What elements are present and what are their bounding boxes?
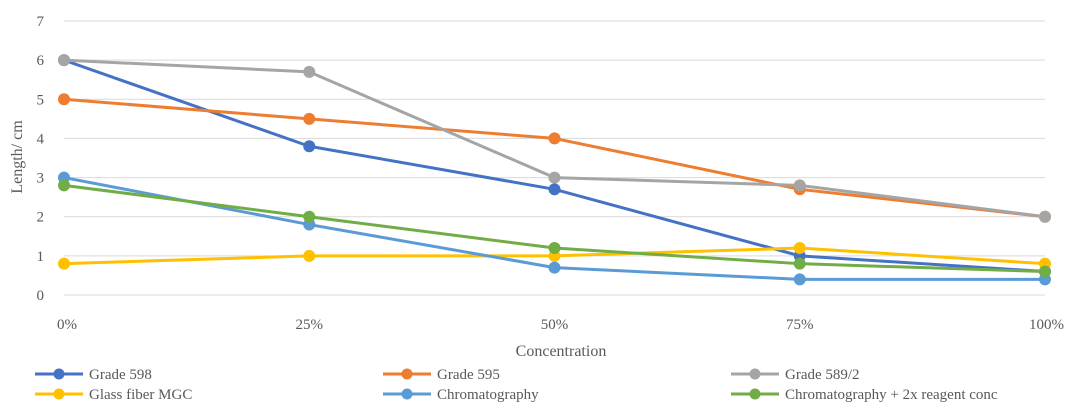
x-tick-label: 75% — [786, 317, 814, 333]
series-points — [58, 54, 1051, 286]
x-tick-label: 0% — [57, 317, 77, 333]
legend-label: Grade 598 — [89, 367, 152, 383]
data-point — [58, 93, 70, 106]
legend-marker — [749, 388, 761, 400]
legend-item: Grade 598 — [35, 367, 152, 383]
legend-marker — [401, 368, 413, 380]
y-tick-label: 5 — [37, 92, 45, 108]
legend-label: Grade 595 — [437, 367, 500, 383]
data-point — [793, 242, 806, 255]
data-point — [58, 179, 70, 192]
y-tick-label: 1 — [37, 249, 45, 265]
legend-marker — [401, 388, 413, 400]
data-point — [58, 54, 70, 67]
legend-marker — [53, 368, 65, 380]
x-tick-label: 50% — [541, 317, 569, 333]
y-tick-label: 2 — [37, 210, 45, 226]
y-tick-label: 0 — [37, 288, 45, 304]
y-tick-label: 6 — [37, 53, 45, 69]
data-point — [548, 242, 561, 255]
data-point — [303, 210, 316, 223]
legend-label: Grade 589/2 — [785, 367, 860, 383]
legend-item: Glass fiber MGC — [35, 387, 192, 403]
series-line — [63, 58, 1046, 274]
legend-label: Chromatography + 2x reagent conc — [785, 387, 998, 403]
data-point — [1039, 210, 1051, 223]
legend-marker — [53, 388, 65, 400]
data-point — [548, 171, 561, 184]
y-tick-label: 7 — [37, 14, 45, 30]
data-point — [548, 261, 561, 274]
data-point — [58, 257, 70, 270]
data-point — [793, 179, 806, 192]
data-point — [303, 65, 316, 78]
data-point — [548, 183, 561, 196]
x-axis-title: Concentration — [516, 343, 607, 360]
data-point — [793, 257, 806, 270]
y-tick-label: 4 — [37, 131, 45, 147]
data-point — [303, 112, 316, 125]
legend: Grade 598 Grade 595 Grade 589/2 Glass fiber… — [35, 367, 998, 403]
legend-marker — [749, 368, 761, 380]
legend-label: Glass fiber MGC — [89, 387, 192, 403]
y-axis-ticks: 0 1 2 3 4 5 6 7 — [37, 14, 45, 304]
x-tick-label: 25% — [296, 317, 324, 333]
data-point — [303, 249, 316, 262]
y-axis-title: Length/ cm — [9, 120, 26, 194]
x-tick-label: 100% — [1029, 317, 1064, 333]
data-point — [548, 132, 561, 145]
legend-item: Chromatography — [383, 387, 539, 403]
y-tick-label: 3 — [37, 171, 45, 187]
legend-label: Chromatography — [437, 387, 539, 403]
legend-item: Grade 589/2 — [731, 367, 860, 383]
legend-item: Grade 595 — [383, 367, 500, 383]
x-axis-ticks: 0% 25% 50% 75% 100% — [57, 317, 1064, 333]
data-point — [1039, 265, 1051, 278]
data-point — [793, 273, 806, 286]
data-point — [303, 140, 316, 153]
legend-item: Chromatography + 2x reagent conc — [731, 387, 998, 403]
